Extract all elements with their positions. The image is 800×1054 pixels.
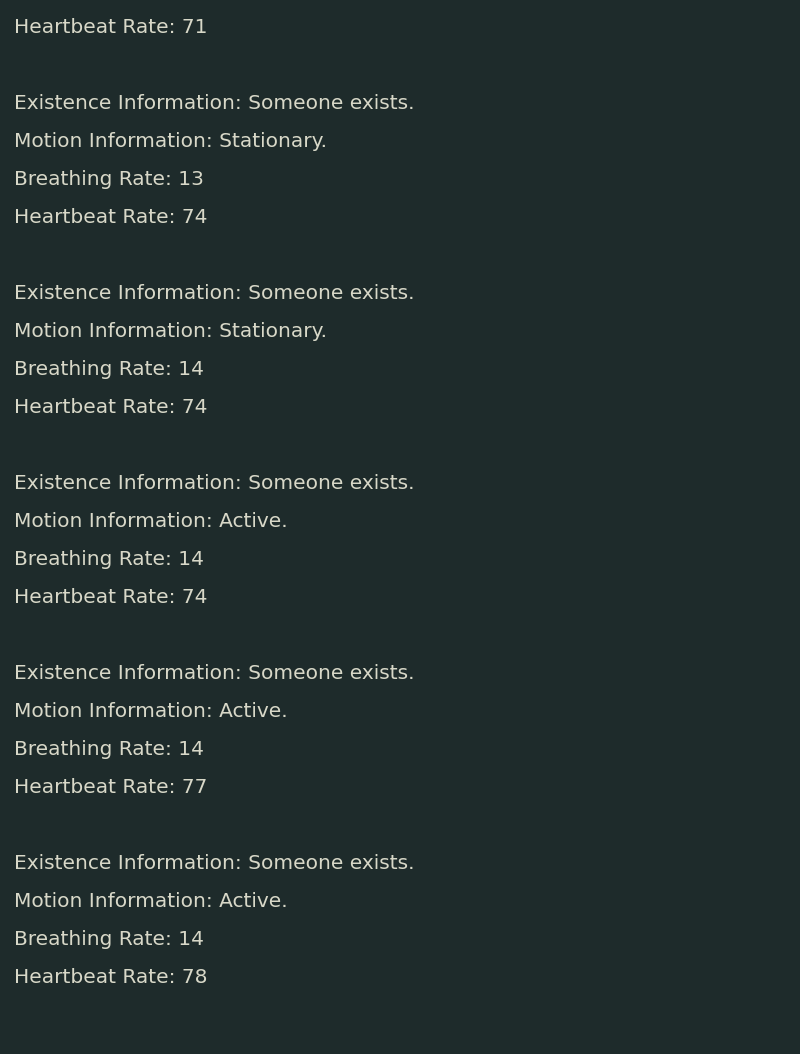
Text: Breathing Rate: 14: Breathing Rate: 14: [14, 360, 204, 379]
Text: Motion Information: Stationary.: Motion Information: Stationary.: [14, 323, 327, 341]
Text: Breathing Rate: 13: Breathing Rate: 13: [14, 170, 204, 189]
Text: Motion Information: Stationary.: Motion Information: Stationary.: [14, 132, 327, 151]
Text: Breathing Rate: 14: Breathing Rate: 14: [14, 740, 204, 759]
Text: Motion Information: Active.: Motion Information: Active.: [14, 702, 288, 721]
Text: Heartbeat Rate: 78: Heartbeat Rate: 78: [14, 968, 207, 987]
Text: Existence Information: Someone exists.: Existence Information: Someone exists.: [14, 284, 414, 302]
Text: Existence Information: Someone exists.: Existence Information: Someone exists.: [14, 664, 414, 683]
Text: Existence Information: Someone exists.: Existence Information: Someone exists.: [14, 854, 414, 873]
Text: Existence Information: Someone exists.: Existence Information: Someone exists.: [14, 474, 414, 493]
Text: Heartbeat Rate: 77: Heartbeat Rate: 77: [14, 778, 207, 797]
Text: Breathing Rate: 14: Breathing Rate: 14: [14, 930, 204, 949]
Text: Heartbeat Rate: 74: Heartbeat Rate: 74: [14, 588, 207, 607]
Text: Motion Information: Active.: Motion Information: Active.: [14, 512, 288, 531]
Text: Existence Information: Someone exists.: Existence Information: Someone exists.: [14, 94, 414, 113]
Text: Heartbeat Rate: 74: Heartbeat Rate: 74: [14, 208, 207, 227]
Text: Heartbeat Rate: 74: Heartbeat Rate: 74: [14, 398, 207, 417]
Text: Breathing Rate: 14: Breathing Rate: 14: [14, 550, 204, 569]
Text: Heartbeat Rate: 71: Heartbeat Rate: 71: [14, 18, 207, 37]
Text: Motion Information: Active.: Motion Information: Active.: [14, 892, 288, 911]
